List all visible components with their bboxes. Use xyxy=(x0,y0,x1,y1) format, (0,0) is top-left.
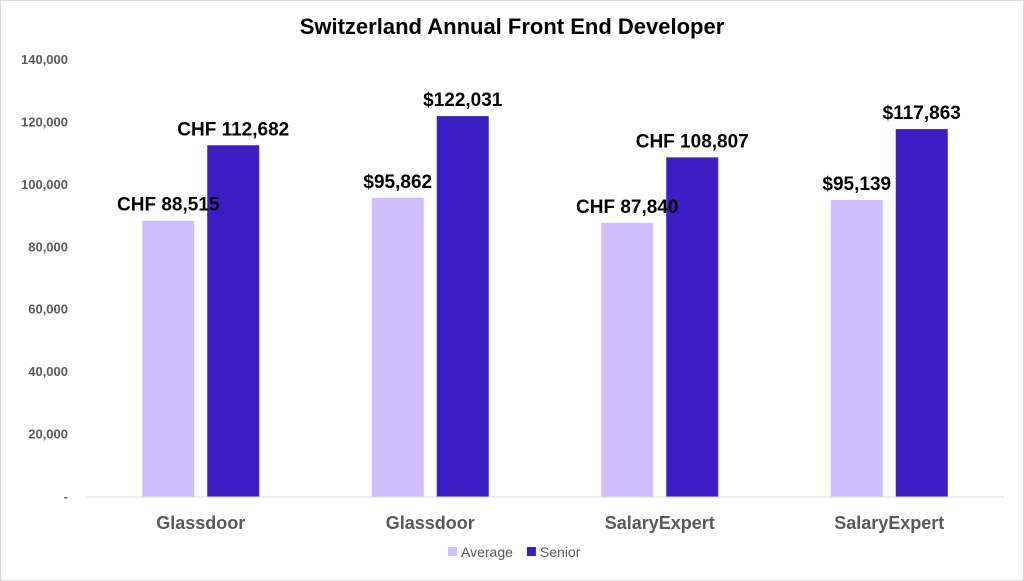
legend-swatch-average xyxy=(448,547,457,556)
data-label-senior: $122,031 xyxy=(423,90,503,111)
bar-senior xyxy=(207,145,260,497)
data-label-senior: CHF 112,682 xyxy=(177,119,289,140)
legend-swatch-senior xyxy=(526,547,536,556)
data-label-senior: $117,863 xyxy=(883,103,961,124)
bars xyxy=(142,116,948,498)
bar-senior xyxy=(666,157,719,498)
x-tick-label: SalaryExpert xyxy=(834,513,944,533)
data-label-average: CHF 88,515 xyxy=(117,195,220,216)
y-tick-label: 120,000 xyxy=(21,114,68,129)
y-tick-label: 60,000 xyxy=(28,302,68,317)
data-labels: CHF 88,515 CHF 112,682 $95,862 $122,031 CHF … xyxy=(117,90,961,218)
bar-average xyxy=(830,200,883,498)
data-label-average: $95,139 xyxy=(822,174,891,195)
bar-average xyxy=(601,222,654,497)
x-axis: Glassdoor Glassdoor SalaryExpert SalaryExpe… xyxy=(86,496,1004,533)
y-tick-label: 100,000 xyxy=(21,177,68,192)
data-label-average: $95,862 xyxy=(363,172,432,193)
bar-average xyxy=(142,220,195,497)
y-tick-label: 80,000 xyxy=(28,239,68,254)
y-tick-label: 140,000 xyxy=(21,52,68,67)
legend-label-average: Average xyxy=(461,544,513,560)
x-tick-label: Glassdoor xyxy=(156,513,245,533)
chart-title: Switzerland Annual Front End Developer xyxy=(300,14,725,39)
data-label-senior: CHF 108,807 xyxy=(636,131,749,152)
legend: Average Senior xyxy=(448,544,581,560)
bar-average xyxy=(371,197,424,497)
y-tick-label: 20,000 xyxy=(28,427,68,442)
y-tick-label: 40,000 xyxy=(28,364,68,379)
bar-senior xyxy=(895,129,948,497)
y-axis: - 20,000 40,000 60,000 80,000 100,000 120,000 1… xyxy=(21,52,68,504)
legend-label-senior: Senior xyxy=(540,544,581,560)
x-tick-label: SalaryExpert xyxy=(605,513,715,533)
x-tick-label: Glassdoor xyxy=(386,513,475,533)
bar-senior xyxy=(436,116,489,497)
data-label-average: CHF 87,840 xyxy=(576,197,678,218)
y-tick-label: - xyxy=(64,489,68,504)
